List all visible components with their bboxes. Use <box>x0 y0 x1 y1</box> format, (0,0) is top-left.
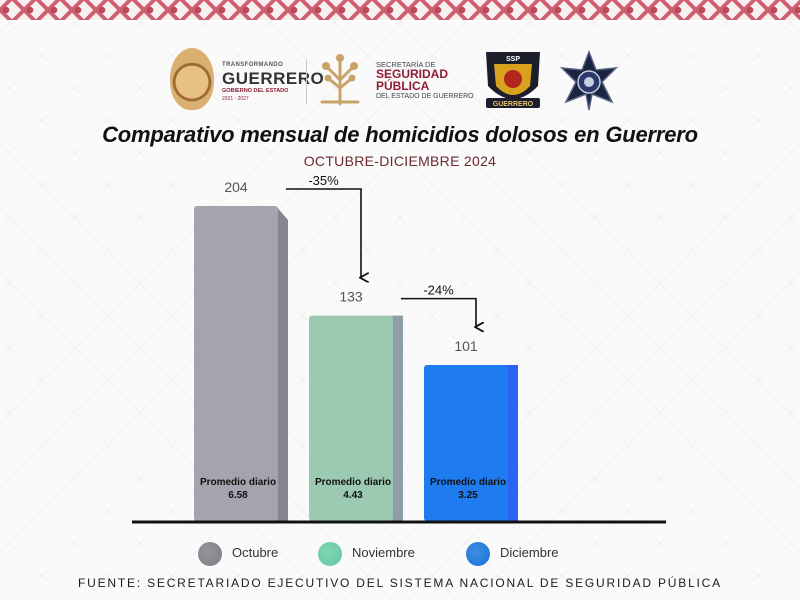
bar-value-label: 101 <box>454 338 478 354</box>
bar-side <box>276 206 288 521</box>
change-annotation-1: -35% <box>286 173 361 278</box>
legend-label: Diciembre <box>500 545 559 560</box>
bar-front <box>194 206 278 521</box>
change-arrow <box>401 297 476 327</box>
bar-daily-average: 4.43 <box>343 490 363 501</box>
police-star-icon <box>559 50 619 111</box>
ssp-logo-line2: SEGURIDAD <box>376 67 449 81</box>
bar-daily-average: 6.58 <box>228 490 248 501</box>
bar-inner-label: Promedio diario <box>200 477 276 488</box>
gov-logo-line2: GUERRERO <box>222 69 325 88</box>
legend-label: Octubre <box>232 545 279 560</box>
gobierno-guerrero-logo: TRANSFORMANDO GUERRERO GOBIERNO DEL ESTA… <box>170 48 324 112</box>
change-label: -35% <box>308 173 339 188</box>
shield-banner-text: GUERRERO <box>493 101 534 108</box>
bar-side <box>506 365 518 521</box>
bar-noviembre: 133 Promedio diario 4.43 <box>309 289 403 521</box>
bar-inner-label: Promedio diario <box>430 477 506 488</box>
shield-top-text: SSP <box>506 56 520 63</box>
logo-divider <box>306 60 307 104</box>
bar-front <box>424 365 508 521</box>
change-label: -24% <box>423 283 454 298</box>
bar-diciembre: 101 Promedio diario 3.25 <box>424 338 518 521</box>
ssp-logo-line2-3: SEGURIDAD PÚBLICA <box>376 68 456 92</box>
ssp-logo-line4: DEL ESTADO DE GUERRERO <box>376 93 474 100</box>
bar-front <box>309 315 393 521</box>
legend-swatch <box>318 542 342 566</box>
change-arrow <box>286 188 361 278</box>
chart-legend: Octubre Noviembre Diciembre <box>0 540 800 568</box>
chart-subtitle: OCTUBRE-DICIEMBRE 2024 <box>303 153 497 169</box>
bar-value-label: 204 <box>224 179 248 195</box>
change-annotation-2: -24% <box>401 283 476 327</box>
bar-inner-label: Promedio diario <box>315 477 391 488</box>
ssp-logo-line3: PÚBLICA <box>376 79 430 93</box>
tree-icon <box>320 54 360 106</box>
ssp-logo-line1: SECRETARÍA DE <box>376 60 436 69</box>
bar-octubre: 204 Promedio diario 6.58 <box>194 179 288 521</box>
bar-side <box>391 315 403 521</box>
bar-value-label: 133 <box>339 289 363 305</box>
header-logos: TRANSFORMANDO GUERRERO GOBIERNO DEL ESTA… <box>0 40 800 120</box>
gov-logo-line4: 2021 - 2027 <box>222 96 249 102</box>
decorative-pattern-band <box>0 0 800 20</box>
gov-logo-line3: GOBIERNO DEL ESTADO <box>222 88 289 94</box>
legend-swatch <box>466 542 490 566</box>
state-seal-icon <box>170 48 214 110</box>
bar-daily-average: 3.25 <box>458 490 478 501</box>
gov-logo-line1: TRANSFORMANDO <box>222 62 284 68</box>
ssp-logo: SECRETARÍA DE SEGURIDAD PÚBLICA DEL ESTA… <box>316 50 476 110</box>
ssp-shield-icon: SSP GUERRERO <box>486 52 540 108</box>
chart-title: Comparativo mensual de homicidios doloso… <box>102 122 698 147</box>
source-note: FUENTE: SECRETARIADO EJECUTIVO DEL SISTE… <box>78 576 722 590</box>
legend-swatch <box>198 542 222 566</box>
legend-label: Noviembre <box>352 545 415 560</box>
